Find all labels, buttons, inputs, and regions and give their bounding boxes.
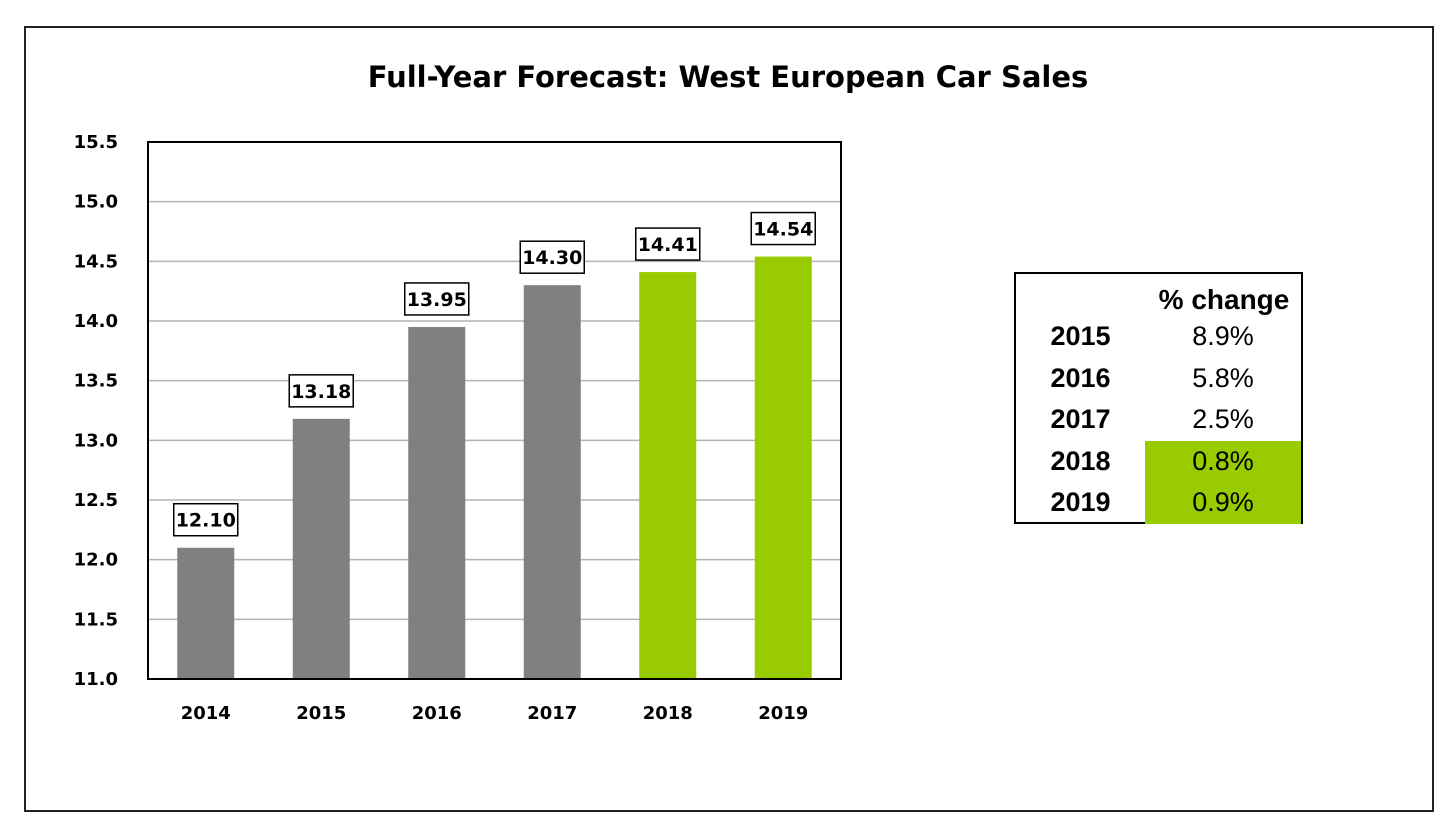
table-row: 2017 2.5% xyxy=(1016,399,1301,441)
y-tick-label: 11.0 xyxy=(74,669,118,690)
data-label-box xyxy=(519,240,585,274)
table-year: 2015 xyxy=(1050,321,1111,351)
x-tick-label: 2019 xyxy=(758,703,808,724)
data-label: 12.10 xyxy=(176,510,236,532)
x-axis-ticks: 2014 2015 2016 2017 2018 2019 xyxy=(181,703,809,724)
data-label-box xyxy=(288,374,354,408)
table-percent-value: 0.8% xyxy=(1145,440,1301,482)
plot-area-border xyxy=(147,141,842,680)
table-year: 2019 xyxy=(1050,487,1111,517)
data-label-box xyxy=(750,211,816,246)
y-tick-label: 15.0 xyxy=(74,192,118,213)
bar-2016 xyxy=(408,326,466,679)
y-tick-label: 15.5 xyxy=(74,132,118,153)
bar-2019 xyxy=(754,256,812,679)
data-label-box xyxy=(404,282,470,316)
data-label: 13.18 xyxy=(291,381,351,403)
table-row: 2019 0.9% xyxy=(1016,482,1301,524)
bar-2018 xyxy=(639,272,697,679)
data-label-box xyxy=(173,502,239,537)
data-label: 14.41 xyxy=(638,234,698,256)
bar-2015 xyxy=(292,418,350,679)
y-tick-label: 13.5 xyxy=(74,371,118,392)
chart-title: Full-Year Forecast: West European Car Sa… xyxy=(367,60,1089,94)
table-percent-value: 0.9% xyxy=(1145,482,1301,524)
y-tick-label: 14.5 xyxy=(74,251,118,272)
y-tick-label: 11.5 xyxy=(74,609,118,630)
table-row: 2016 5.8% xyxy=(1016,358,1301,400)
table-row: 2018 0.8% xyxy=(1016,440,1301,482)
y-tick-label: 14.0 xyxy=(74,311,118,332)
y-tick-label: 12.5 xyxy=(74,490,118,511)
y-tick-label: 12.0 xyxy=(74,550,118,571)
bar-2017 xyxy=(523,285,581,679)
table-year: 2018 xyxy=(1050,445,1111,476)
table-header: % change xyxy=(1158,284,1290,315)
table-percent-value: 2.5% xyxy=(1192,404,1254,434)
percent-change-table: % change 2015 8.9% 2016 5.8% 2017 2.5% 2018 0.8… xyxy=(1014,272,1303,524)
y-axis-ticks: 11.0 11.5 12.0 12.5 13.0 13.5 14.0 14.5 15.0 15.5 xyxy=(74,132,118,690)
x-tick-label: 2016 xyxy=(412,703,462,724)
table-percent-value: 5.8% xyxy=(1192,362,1254,393)
bar-2014 xyxy=(177,547,235,679)
y-tick-label: 13.0 xyxy=(74,430,118,451)
data-label: 14.54 xyxy=(753,219,813,241)
x-tick-label: 2014 xyxy=(181,703,231,724)
x-tick-label: 2015 xyxy=(296,703,346,724)
data-labels: 12.10 13.18 13.95 14.30 14.41 14.54 xyxy=(173,211,816,537)
data-label-box xyxy=(635,227,701,261)
data-label: 14.30 xyxy=(522,247,582,269)
data-label: 13.95 xyxy=(407,289,467,311)
bars xyxy=(177,256,812,679)
table-year: 2017 xyxy=(1050,404,1111,434)
table-row: 2015 8.9% xyxy=(1016,316,1301,358)
x-tick-label: 2018 xyxy=(643,703,693,724)
gridlines xyxy=(148,200,841,621)
table-year: 2016 xyxy=(1050,362,1111,393)
chart-frame xyxy=(24,26,1434,812)
table-percent-value: 8.9% xyxy=(1192,321,1254,351)
x-tick-label: 2017 xyxy=(527,703,577,724)
